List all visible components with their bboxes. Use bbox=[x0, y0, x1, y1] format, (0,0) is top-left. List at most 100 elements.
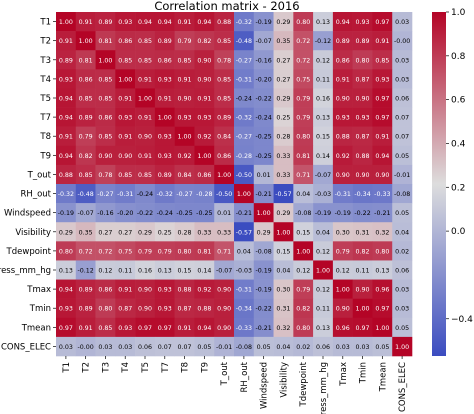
cell-value-label: -0.31 bbox=[117, 191, 133, 198]
heatmap-cell bbox=[56, 126, 77, 147]
cell-value-label: -0.08 bbox=[295, 210, 311, 217]
x-tick-label: Visibility bbox=[279, 362, 289, 398]
cell-value-label: -0.24 bbox=[157, 210, 173, 217]
y-tick-label: T3 bbox=[39, 56, 51, 66]
cell-value-label: 0.84 bbox=[217, 134, 231, 141]
cell-value-label: 0.96 bbox=[375, 287, 389, 294]
cell-value-label: 0.88 bbox=[178, 287, 192, 294]
cell-value-label: 0.33 bbox=[276, 153, 290, 160]
cell-value-label: 0.78 bbox=[217, 57, 231, 64]
heatmap-cell bbox=[293, 241, 314, 261]
cell-value-label: 0.93 bbox=[118, 115, 132, 122]
heatmap-cell bbox=[253, 31, 274, 51]
heatmap-cell bbox=[135, 88, 156, 108]
heatmap-cell bbox=[392, 126, 413, 147]
cell-value-label: -0.31 bbox=[236, 287, 252, 294]
heatmap-cell bbox=[392, 279, 413, 299]
cell-value-label: 0.04 bbox=[276, 268, 290, 275]
cell-value-label: -0.24 bbox=[256, 115, 272, 122]
cell-value-label: 0.91 bbox=[178, 76, 192, 83]
heatmap-cell bbox=[95, 298, 116, 319]
heatmap-cell bbox=[56, 241, 77, 261]
cell-value-label: 0.03 bbox=[356, 344, 370, 351]
heatmap-cell bbox=[372, 336, 393, 357]
x-tick-label: T7 bbox=[161, 362, 171, 374]
heatmap-cell bbox=[135, 317, 156, 338]
heatmap-cell bbox=[372, 126, 393, 147]
cell-value-label: -0.16 bbox=[256, 57, 272, 64]
cell-value-label: 0.03 bbox=[98, 344, 112, 351]
heatmap-cell bbox=[234, 203, 255, 223]
cell-value-label: 0.03 bbox=[395, 306, 409, 313]
heatmap-cell bbox=[332, 69, 353, 89]
cell-value-label: 0.15 bbox=[276, 248, 290, 255]
heatmap-cell bbox=[253, 298, 274, 319]
cell-value-label: 0.03 bbox=[395, 57, 409, 64]
heatmap-cell bbox=[135, 298, 156, 319]
heatmap-cell bbox=[332, 164, 353, 185]
cell-value-label: 1.00 bbox=[197, 153, 211, 160]
cell-value-label: 0.16 bbox=[138, 268, 152, 275]
heatmap-cell bbox=[194, 298, 215, 319]
heatmap-cell bbox=[115, 69, 136, 89]
heatmap-cell bbox=[273, 126, 294, 147]
heatmap-cell bbox=[392, 241, 413, 261]
cell-value-label: 0.92 bbox=[197, 134, 211, 141]
cell-value-label: 0.87 bbox=[356, 76, 370, 83]
heatmap-cell bbox=[392, 88, 413, 108]
heatmap-cell bbox=[273, 298, 294, 319]
heatmap-cell bbox=[313, 31, 334, 51]
x-tick-label: Tmean bbox=[378, 362, 388, 392]
heatmap-cell bbox=[234, 50, 255, 70]
heatmap-cell bbox=[313, 203, 334, 223]
cell-value-label: 0.90 bbox=[197, 76, 211, 83]
cell-value-label: 0.14 bbox=[316, 153, 330, 160]
heatmap-cell bbox=[352, 298, 373, 319]
heatmap-cell bbox=[253, 50, 274, 70]
cell-value-label: 0.15 bbox=[316, 134, 330, 141]
heatmap-cell bbox=[293, 107, 314, 127]
x-tick-label: Windspeed bbox=[260, 362, 270, 409]
cell-value-label: 0.28 bbox=[276, 134, 290, 141]
cell-value-label: 0.88 bbox=[356, 153, 370, 160]
heatmap-cell bbox=[293, 164, 314, 185]
heatmap-cell bbox=[174, 222, 195, 242]
heatmap-cell bbox=[352, 222, 373, 242]
heatmap-cell bbox=[234, 298, 255, 319]
y-tick-label: Tdewpoint bbox=[6, 247, 52, 257]
cell-value-label: 0.31 bbox=[356, 229, 370, 236]
heatmap-cell bbox=[372, 260, 393, 280]
heatmap-cell bbox=[95, 126, 116, 147]
cell-value-label: 0.93 bbox=[158, 76, 172, 83]
cell-value-label: 0.93 bbox=[59, 76, 73, 83]
cell-value-label: 0.85 bbox=[217, 76, 231, 83]
heatmap-cell bbox=[293, 50, 314, 70]
cell-value-label: 0.85 bbox=[118, 57, 132, 64]
colorbar-tick-label: −0.4 bbox=[451, 315, 473, 325]
heatmap-cell bbox=[95, 69, 116, 89]
heatmap-cell bbox=[115, 222, 136, 242]
cell-value-label: 0.13 bbox=[375, 268, 389, 275]
cell-value-label: 0.79 bbox=[158, 248, 172, 255]
y-tick-label: T8 bbox=[39, 132, 51, 142]
cell-value-label: 1.00 bbox=[296, 248, 310, 255]
cell-value-label: -0.19 bbox=[256, 268, 272, 275]
cell-value-label: -0.01 bbox=[394, 172, 410, 179]
cell-value-label: 0.91 bbox=[178, 19, 192, 26]
heatmap-cell bbox=[234, 260, 255, 280]
cell-value-label: 0.90 bbox=[356, 287, 370, 294]
cell-value-label: 0.12 bbox=[98, 268, 112, 275]
x-tick-label: T9 bbox=[200, 362, 210, 374]
heatmap-cell bbox=[293, 336, 314, 357]
cell-value-label: 0.94 bbox=[138, 19, 152, 26]
cell-value-label: 0.29 bbox=[138, 229, 152, 236]
cell-value-label: -0.00 bbox=[394, 38, 410, 45]
heatmap-cell bbox=[75, 69, 96, 89]
heatmap-cell bbox=[95, 317, 116, 338]
y-tick-label: Tmin bbox=[29, 304, 51, 314]
heatmap-cell bbox=[154, 126, 175, 147]
colorbar-tick-label: 0.2 bbox=[451, 183, 465, 193]
heatmap-cell bbox=[95, 279, 116, 299]
heatmap-cell bbox=[273, 69, 294, 89]
heatmap-cell bbox=[253, 241, 274, 261]
